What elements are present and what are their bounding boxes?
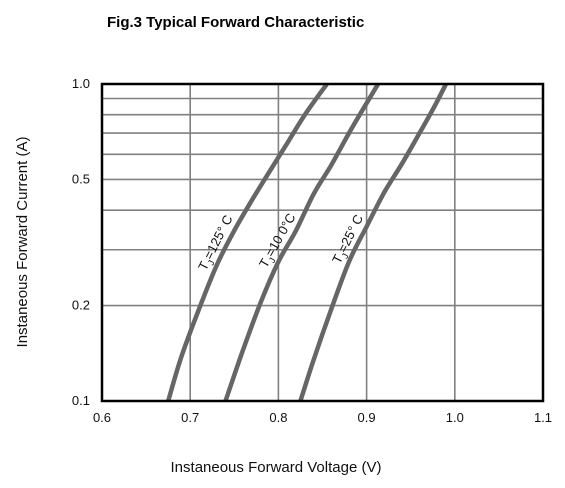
chart-title: Fig.3 Typical Forward Characteristic <box>107 14 364 31</box>
x-tick-label: 0.7 <box>181 410 199 425</box>
plot-frame <box>100 82 545 403</box>
grid <box>101 83 544 402</box>
series-line <box>223 82 381 402</box>
y-tick-label: 0.2 <box>72 298 90 313</box>
series-label-text: TJ=25° C <box>329 212 369 267</box>
y-tick-label: 0.1 <box>72 393 90 408</box>
tick-labels: 0.6 0.7 0.8 0.9 1.0 1.1 0.1 0.2 0.5 1.0 <box>72 76 552 425</box>
series-label: TJ=25° C <box>329 212 369 267</box>
x-tick-label: 1.0 <box>446 410 464 425</box>
x-tick-label: 0.9 <box>358 410 376 425</box>
x-tick-label: 0.8 <box>269 410 287 425</box>
curves <box>166 82 449 402</box>
x-tick-label: 1.1 <box>534 410 552 425</box>
y-tick-label: 0.5 <box>72 171 90 186</box>
series-line <box>298 82 449 402</box>
y-tick-label: 1.0 <box>72 76 90 91</box>
y-axis-label: Instaneous Forward Current (A) <box>14 137 31 348</box>
series-line <box>166 82 329 402</box>
x-axis-label: Instaneous Forward Voltage (V) <box>171 459 382 476</box>
curve-labels: TJ=125° CTJ=10 0°C TJ=25° C <box>195 211 369 273</box>
x-tick-label: 0.6 <box>93 410 111 425</box>
